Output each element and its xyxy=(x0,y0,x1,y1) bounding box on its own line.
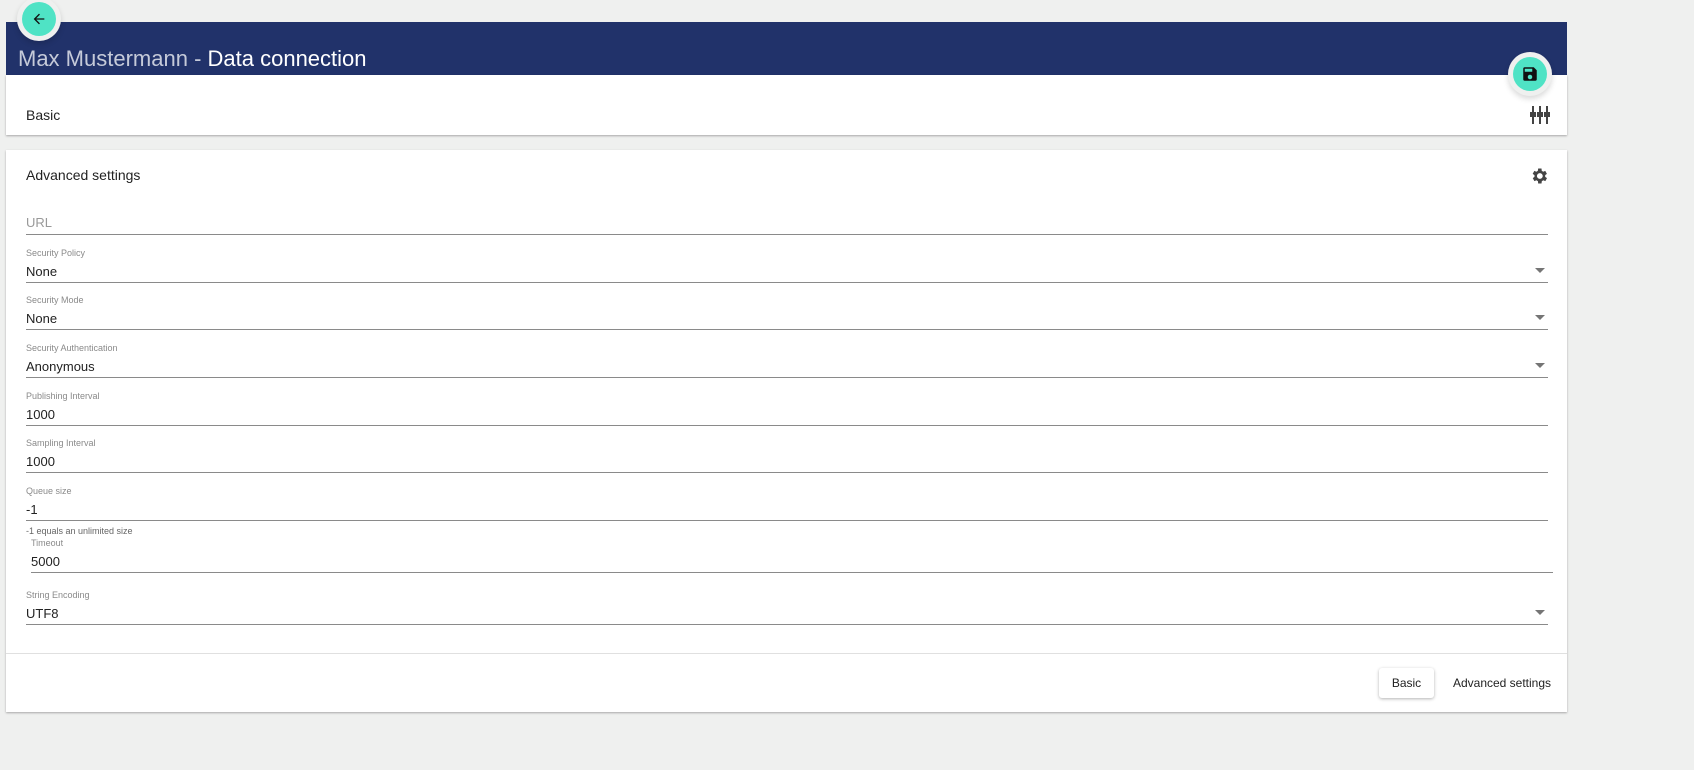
save-button[interactable] xyxy=(1513,57,1547,91)
string-encoding-value: UTF8 xyxy=(26,606,59,621)
url-input[interactable]: URL xyxy=(26,205,1548,235)
timeout-label: Timeout xyxy=(31,538,64,548)
sampling-interval-label: Sampling Interval xyxy=(26,438,96,448)
timeout-value: 5000 xyxy=(31,554,60,569)
basic-card-title: Basic xyxy=(26,107,61,123)
basic-card: Basic xyxy=(6,75,1567,135)
arrow-left-icon xyxy=(33,13,45,25)
string-encoding-select[interactable]: String Encoding UTF8 xyxy=(26,590,1548,625)
security-mode-value: None xyxy=(26,311,58,326)
chevron-down-icon xyxy=(1535,610,1545,615)
publishing-interval-value: 1000 xyxy=(26,407,55,422)
title-separator: - xyxy=(187,46,208,71)
security-policy-select[interactable]: Security Policy None xyxy=(26,248,1548,283)
basic-tab-button[interactable]: Basic xyxy=(1379,668,1434,698)
app-header: Max Mustermann - Data connection xyxy=(6,22,1567,75)
back-button[interactable] xyxy=(22,2,56,36)
queue-size-hint: -1 equals an unlimited size xyxy=(26,526,133,536)
page-title-text: Data connection xyxy=(207,46,367,71)
chevron-down-icon xyxy=(1535,268,1545,273)
publishing-interval-input[interactable]: Publishing Interval 1000 xyxy=(26,391,1548,426)
user-name: Max Mustermann xyxy=(18,46,188,71)
publishing-interval-label: Publishing Interval xyxy=(26,391,100,401)
queue-size-input[interactable]: Queue size -1 xyxy=(26,486,1548,521)
sampling-interval-value: 1000 xyxy=(26,454,55,469)
gear-icon[interactable] xyxy=(1529,166,1549,186)
security-authentication-select[interactable]: Security Authentication Anonymous xyxy=(26,343,1548,378)
security-authentication-label: Security Authentication xyxy=(26,343,118,353)
security-authentication-value: Anonymous xyxy=(26,359,95,374)
chevron-down-icon xyxy=(1535,363,1545,368)
string-encoding-label: String Encoding xyxy=(26,590,90,600)
tune-icon[interactable] xyxy=(1530,106,1550,124)
advanced-card: Advanced settings xyxy=(6,150,1567,712)
queue-size-label: Queue size xyxy=(26,486,72,496)
save-icon xyxy=(1523,67,1537,81)
footer-divider xyxy=(6,653,1567,654)
advanced-card-title: Advanced settings xyxy=(26,167,141,183)
advanced-settings-tab-button[interactable]: Advanced settings xyxy=(1446,668,1558,698)
url-placeholder: URL xyxy=(26,215,53,230)
security-mode-label: Security Mode xyxy=(26,295,84,305)
page-title: Max Mustermann - Data connection xyxy=(18,46,367,72)
security-policy-label: Security Policy xyxy=(26,248,86,258)
security-mode-select[interactable]: Security Mode None xyxy=(26,295,1548,330)
timeout-input[interactable]: Timeout 5000 xyxy=(31,538,1553,573)
chevron-down-icon xyxy=(1535,315,1545,320)
sampling-interval-input[interactable]: Sampling Interval 1000 xyxy=(26,438,1548,473)
queue-size-value: -1 xyxy=(26,502,38,517)
security-policy-value: None xyxy=(26,264,58,279)
